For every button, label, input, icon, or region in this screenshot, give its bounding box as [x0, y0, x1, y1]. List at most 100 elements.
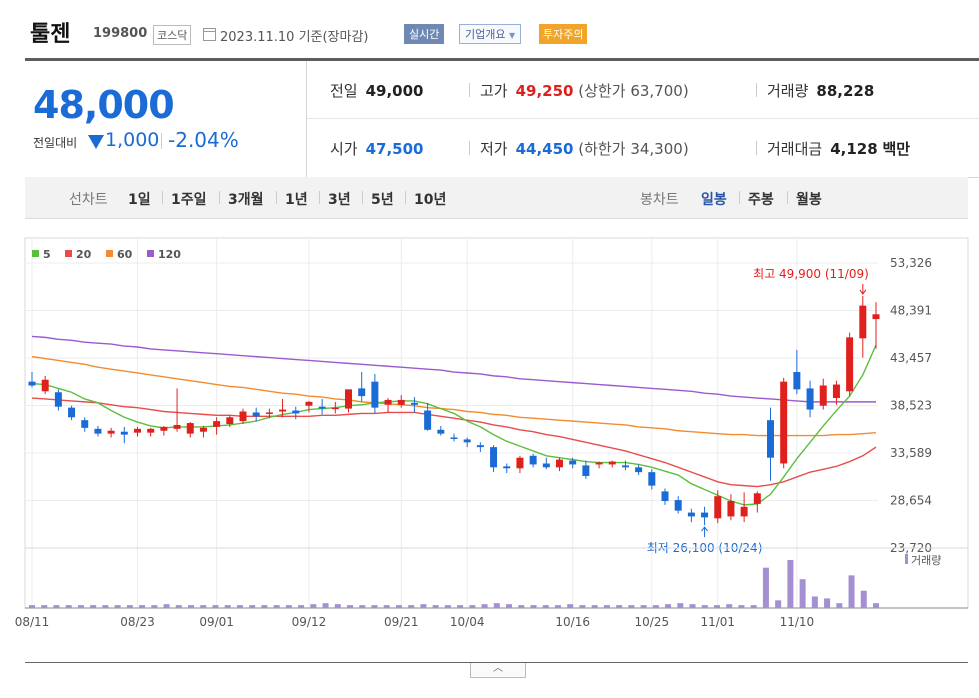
chart-bottom-divider	[25, 662, 968, 663]
volume-bar	[114, 605, 121, 608]
volume-bar	[457, 605, 464, 608]
lower-limit-value: 34,300)	[630, 140, 689, 158]
candle-body	[305, 401, 313, 406]
volume-bar	[860, 590, 867, 608]
volume-bar	[285, 605, 292, 608]
volume-bar	[481, 604, 488, 608]
volume-bar	[175, 605, 182, 608]
quote-panel: 48,000 전일대비 1,000 -2.04% 전일 49,000 고가 49,2…	[25, 61, 979, 178]
volume-label: 거래량	[767, 82, 809, 100]
stock-name: 툴젠	[30, 22, 71, 47]
high-annotation: 최고 49,900 (11/09)	[753, 267, 869, 281]
low-cell: 저가 44,450 (하한가 34,300)	[480, 138, 689, 159]
y-tick-label: 33,589	[890, 446, 932, 460]
candle-body	[41, 379, 49, 392]
candle-body	[687, 512, 695, 517]
divider	[469, 83, 470, 97]
open-value: 47,500	[365, 140, 424, 158]
volume-bar	[738, 605, 745, 608]
volume-bar	[713, 605, 720, 608]
volume-legend-label: 거래량	[911, 554, 941, 567]
stock-header: 툴젠 199800 코스닥 2023.11.10 기준(장마감) 실시간 기업개…	[0, 0, 979, 58]
high-arrow-head-icon	[859, 289, 867, 295]
tab-line-10y[interactable]: 10년	[414, 192, 447, 208]
volume-bar	[873, 603, 879, 608]
tab-line-5y[interactable]: 5년	[371, 192, 394, 208]
amount-cell: 거래대금 4,128 백만	[767, 138, 910, 159]
candle-body	[213, 421, 221, 427]
candle-body	[68, 407, 76, 418]
candle-body	[107, 430, 115, 434]
volume-bar	[799, 579, 806, 608]
price-change: 1,000	[105, 129, 160, 151]
current-price: 48,000	[33, 83, 175, 127]
candle-body	[160, 426, 168, 431]
candle-body	[753, 493, 761, 504]
volume-bar	[53, 605, 60, 608]
tab-candle-weekly[interactable]: 주봉	[748, 192, 774, 208]
candle-body	[134, 428, 141, 433]
volume-bar	[518, 605, 525, 608]
candle-body	[345, 389, 352, 409]
tab-line-1d[interactable]: 1일	[128, 192, 151, 208]
volume-bar	[151, 605, 158, 608]
volume-bar	[579, 605, 586, 608]
volume-bar	[408, 605, 415, 608]
volume-bar	[591, 605, 598, 608]
amount-value: 4,128	[830, 140, 878, 158]
volume-bar	[836, 603, 843, 608]
tab-line-1w[interactable]: 1주일	[171, 192, 207, 208]
tab-candle-monthly[interactable]: 월봉	[796, 192, 822, 208]
volume-bar	[493, 603, 500, 608]
upper-limit-value: 63,700)	[630, 82, 689, 100]
tab-line-3y[interactable]: 3년	[328, 192, 351, 208]
collapse-button[interactable]: ︿	[470, 663, 526, 678]
volume-bar	[322, 603, 329, 608]
volume-bar	[848, 575, 855, 608]
price-change-percent: -2.04%	[168, 128, 239, 152]
candle-body	[81, 420, 89, 428]
volume-bar	[90, 605, 97, 608]
candle-body	[28, 381, 36, 386]
volume-bar	[298, 605, 305, 608]
divider	[787, 191, 788, 204]
candle-body	[424, 410, 432, 430]
candle-body	[648, 472, 656, 486]
candle-body	[292, 410, 300, 414]
volume-bar	[530, 605, 537, 608]
volume-bar	[383, 605, 390, 608]
volume-bar	[652, 605, 659, 608]
prev-close-value: 49,000	[365, 82, 424, 100]
tab-line-1y[interactable]: 1년	[285, 192, 308, 208]
header-divider	[25, 58, 979, 61]
candle-body	[318, 406, 326, 409]
volume-bar	[726, 604, 733, 608]
candle-body	[740, 506, 748, 517]
high-cell: 고가 49,250 (상한가 63,700)	[480, 80, 689, 101]
volume-bar	[677, 603, 684, 608]
ma120-line	[31, 335, 876, 403]
volume-bar	[762, 567, 769, 608]
divider	[162, 191, 163, 204]
volume-bar	[163, 604, 170, 608]
prev-close-label: 전일	[330, 82, 358, 100]
tab-line-3m[interactable]: 3개월	[228, 192, 264, 208]
tab-candle-daily[interactable]: 일봉	[701, 192, 727, 208]
candle-body	[806, 388, 814, 410]
volume-bar	[689, 604, 696, 608]
volume-bar	[640, 605, 647, 608]
volume-bar	[665, 604, 672, 608]
volume-bar	[701, 605, 708, 608]
candle-body	[674, 500, 682, 511]
candle-body	[147, 428, 155, 433]
candle-body	[872, 314, 880, 320]
current-price-box: 48,000 전일대비 1,000 -2.04%	[25, 61, 307, 177]
volume-bar	[395, 605, 402, 608]
company-overview-dropdown[interactable]: 기업개요 ▼	[459, 24, 522, 44]
legend-label: 20	[76, 248, 92, 261]
compare-label: 전일대비	[33, 136, 78, 150]
volume-bar	[200, 605, 207, 608]
x-tick-label: 09/01	[199, 615, 234, 629]
realtime-button[interactable]: 실시간	[404, 24, 445, 44]
candle-body	[714, 496, 722, 519]
